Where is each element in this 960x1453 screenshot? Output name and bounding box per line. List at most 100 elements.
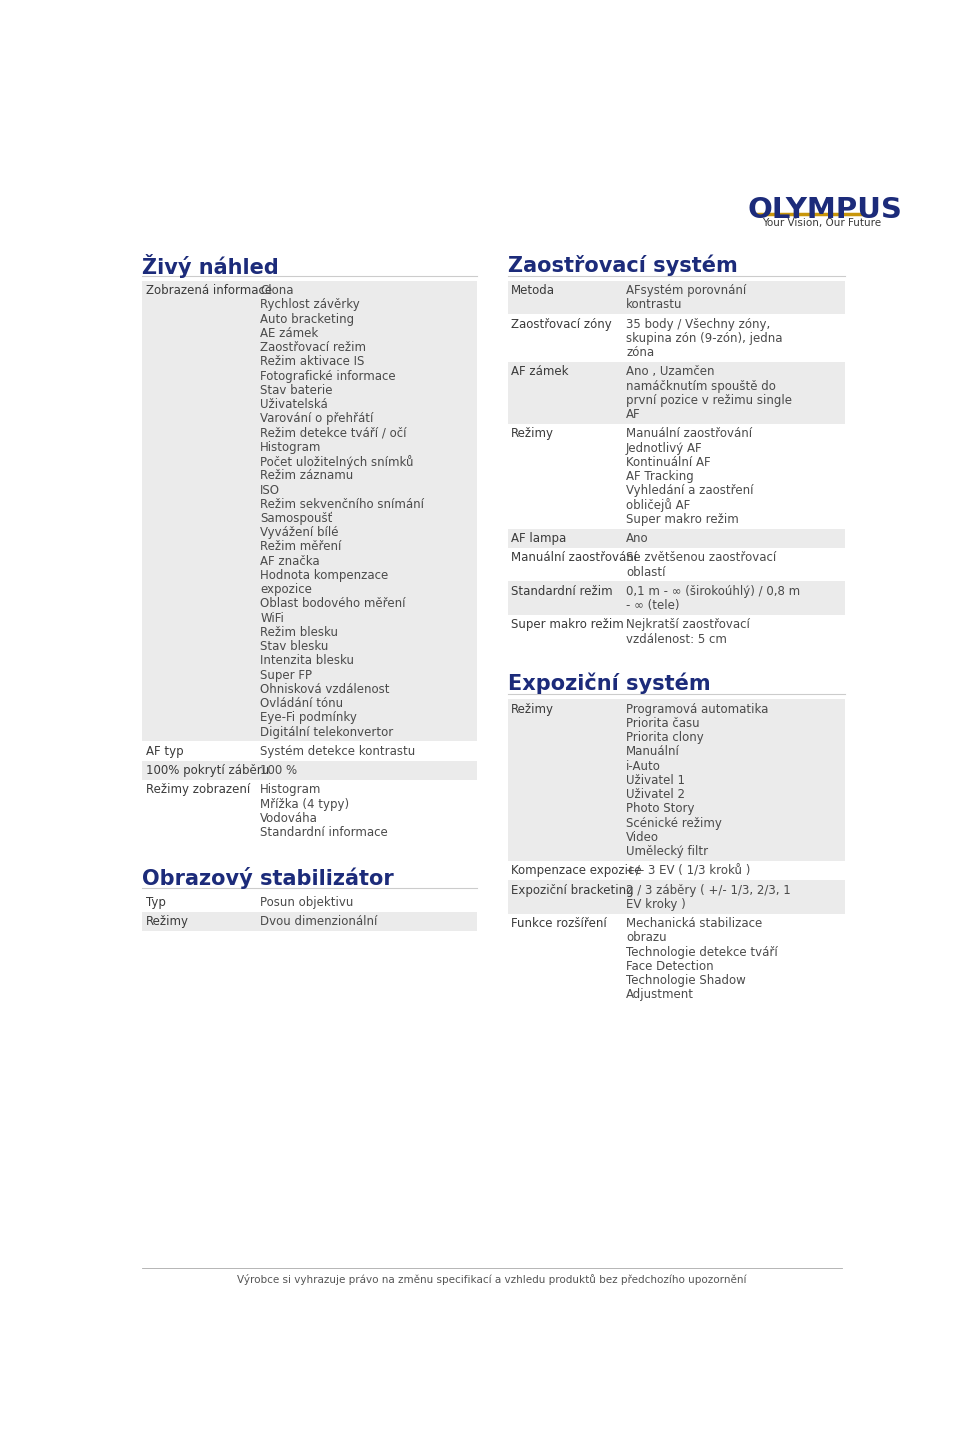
Text: EV kroky ): EV kroky ) [626, 898, 685, 911]
Bar [142, 912, 476, 931]
Text: Režimy: Režimy [512, 427, 554, 440]
Bar [142, 780, 476, 841]
Text: Video: Video [626, 831, 660, 844]
Text: Clona: Clona [260, 285, 294, 296]
Text: Režimy: Režimy [146, 915, 188, 928]
Bar [508, 362, 845, 424]
Text: Samospoušť: Samospoušť [260, 511, 333, 525]
Text: - ∞ (tele): - ∞ (tele) [626, 599, 680, 612]
Text: ISO: ISO [260, 484, 280, 497]
Text: Režimy: Režimy [512, 703, 554, 715]
Bar [142, 280, 476, 741]
Text: Hodnota kompenzace: Hodnota kompenzace [260, 570, 389, 583]
Text: Rychlost závěrky: Rychlost závěrky [260, 298, 360, 311]
Text: Histogram: Histogram [260, 440, 322, 453]
Text: Živý náhled: Živý náhled [142, 254, 278, 279]
Text: AF lampa: AF lampa [512, 532, 566, 545]
Text: Technologie Shadow: Technologie Shadow [626, 974, 746, 987]
Text: Režim měření: Režim měření [260, 541, 342, 554]
Text: AFsystém porovnání: AFsystém porovnání [626, 285, 746, 296]
Text: Jednotlivý AF: Jednotlivý AF [626, 442, 703, 455]
Text: Varování o přehřátí: Varování o přehřátí [260, 413, 373, 426]
Text: Systém detekce kontrastu: Systém detekce kontrastu [260, 745, 416, 758]
Text: Kompenzace expozice: Kompenzace expozice [512, 865, 642, 878]
Text: Ano: Ano [626, 532, 649, 545]
Text: 100 %: 100 % [260, 764, 298, 777]
Text: Obrazový stabilizátor: Obrazový stabilizátor [142, 866, 394, 889]
Text: první pozice v režimu single: první pozice v režimu single [626, 394, 792, 407]
Text: kontrastu: kontrastu [626, 298, 683, 311]
Text: Režim detekce tváří / očí: Režim detekce tváří / očí [260, 427, 407, 440]
Bar [508, 280, 845, 314]
Text: Režim aktivace IS: Režim aktivace IS [260, 356, 365, 368]
Text: Zaostřovací režim: Zaostřovací režim [260, 341, 367, 355]
Text: Uživatel 2: Uživatel 2 [626, 788, 685, 801]
Bar [508, 699, 845, 860]
Text: Stav blesku: Stav blesku [260, 641, 328, 654]
Text: Ano , Uzamčen: Ano , Uzamčen [626, 365, 714, 378]
Text: 2 / 3 záběry ( +/- 1/3, 2/3, 1: 2 / 3 záběry ( +/- 1/3, 2/3, 1 [626, 883, 791, 897]
Text: Expoziční systém: Expoziční systém [508, 673, 710, 695]
Text: Posun objektivu: Posun objektivu [260, 897, 353, 910]
Text: AF typ: AF typ [146, 745, 183, 758]
Text: Auto bracketing: Auto bracketing [260, 312, 354, 325]
Text: OLYMPUS: OLYMPUS [748, 196, 902, 224]
Text: oblastí: oblastí [626, 565, 665, 578]
Text: obrazu: obrazu [626, 931, 666, 944]
Bar [142, 761, 476, 780]
Text: Manuální zaostřování: Manuální zaostřování [626, 427, 753, 440]
Text: i-Auto: i-Auto [626, 760, 660, 773]
Text: Super makro režim: Super makro režim [512, 619, 624, 631]
Text: AF: AF [626, 408, 640, 421]
Text: Zaostřovací zóny: Zaostřovací zóny [512, 318, 612, 331]
Text: Your Vision, Our Future: Your Vision, Our Future [762, 218, 881, 228]
Bar [508, 914, 845, 1004]
Text: Expoziční bracketing: Expoziční bracketing [512, 883, 634, 897]
Text: Režim blesku: Režim blesku [260, 626, 338, 639]
Text: zóna: zóna [626, 346, 654, 359]
Bar [508, 548, 845, 581]
Text: Standardní informace: Standardní informace [260, 827, 388, 840]
Text: vzdálenost: 5 cm: vzdálenost: 5 cm [626, 632, 727, 645]
Text: Umělecký filtr: Umělecký filtr [626, 846, 708, 859]
Text: Režim sekvenčního snímání: Režim sekvenčního snímání [260, 498, 424, 511]
Text: Technologie detekce tváří: Technologie detekce tváří [626, 946, 778, 959]
Text: Zobrazená informace: Zobrazená informace [146, 285, 272, 296]
Text: Metoda: Metoda [512, 285, 556, 296]
Bar [508, 314, 845, 362]
Text: Fotografické informace: Fotografické informace [260, 369, 396, 382]
Text: AF zámek: AF zámek [512, 365, 569, 378]
Text: Eye-Fi podmínky: Eye-Fi podmínky [260, 712, 357, 725]
Text: Stav baterie: Stav baterie [260, 384, 333, 397]
Text: namáčknutím spouště do: namáčknutím spouště do [626, 379, 776, 392]
Text: skupina zón (9-zón), jedna: skupina zón (9-zón), jedna [626, 331, 782, 344]
Text: Histogram: Histogram [260, 783, 322, 796]
Text: Výrobce si vyhrazuje právo na změnu specifikací a vzhledu produktů bez předchozí: Výrobce si vyhrazuje právo na změnu spec… [237, 1274, 747, 1284]
Text: Super makro režim: Super makro režim [626, 513, 739, 526]
Bar [508, 529, 845, 548]
Bar [508, 424, 845, 529]
Text: Vyhledání a zaostření: Vyhledání a zaostření [626, 484, 754, 497]
Text: Photo Story: Photo Story [626, 802, 695, 815]
Text: 100% pokrytí záběru: 100% pokrytí záběru [146, 764, 269, 777]
Text: Adjustment: Adjustment [626, 988, 694, 1001]
Text: Nejkratší zaostřovací: Nejkratší zaostřovací [626, 619, 750, 631]
Text: Ohnisková vzdálenost: Ohnisková vzdálenost [260, 683, 390, 696]
Text: Režim záznamu: Režim záznamu [260, 469, 353, 482]
Text: Se zvětšenou zaostřovací: Se zvětšenou zaostřovací [626, 551, 777, 564]
Text: Typ: Typ [146, 897, 165, 910]
Text: Zaostřovací systém: Zaostřovací systém [508, 254, 737, 276]
Text: Mřížka (4 typy): Mřížka (4 typy) [260, 798, 349, 811]
Text: Režimy zobrazení: Režimy zobrazení [146, 783, 250, 796]
Text: Manuální zaostřování: Manuální zaostřování [512, 551, 637, 564]
Text: Digitální telekonvertor: Digitální telekonvertor [260, 725, 394, 738]
Text: AF Tracking: AF Tracking [626, 469, 694, 482]
Text: 35 body / Všechny zóny,: 35 body / Všechny zóny, [626, 318, 770, 331]
Text: Vodováha: Vodováha [260, 812, 318, 825]
Text: Intenzita blesku: Intenzita blesku [260, 654, 354, 667]
Text: Super FP: Super FP [260, 668, 312, 681]
Text: AF značka: AF značka [260, 555, 320, 568]
Text: Face Detection: Face Detection [626, 960, 713, 972]
Text: +/- 3 EV ( 1/3 kroků ): +/- 3 EV ( 1/3 kroků ) [626, 865, 751, 878]
Text: Počet uložitelných snímků: Počet uložitelných snímků [260, 455, 414, 469]
